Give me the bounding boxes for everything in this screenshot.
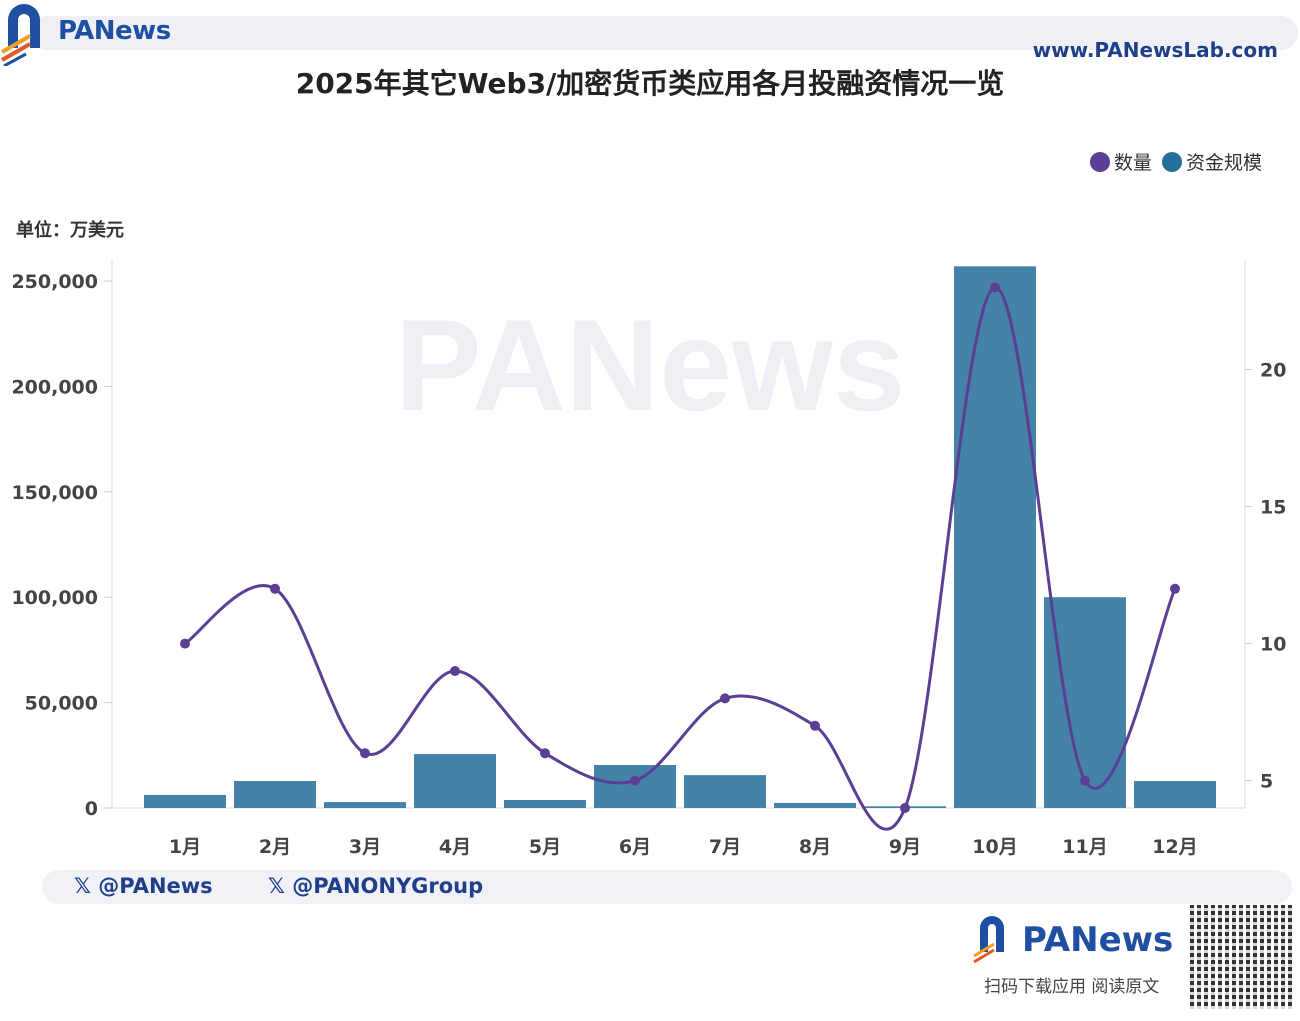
count-point-2月[interactable] [270, 583, 280, 594]
legend-count[interactable]: 数量 [1089, 148, 1152, 175]
right-tick-label: 15 [1260, 497, 1286, 519]
bar-3月[interactable] [324, 802, 406, 808]
count-point-4月[interactable] [450, 666, 460, 676]
count-point-12月[interactable] [1170, 583, 1180, 594]
count-point-5月[interactable] [540, 748, 550, 759]
left-tick-label: 0 [85, 798, 98, 820]
left-tick-label: 50,000 [25, 693, 98, 715]
x-tick-label: 2月 [259, 836, 291, 858]
right-tick-label: 20 [1260, 360, 1286, 382]
right-tick-label: 10 [1260, 634, 1286, 656]
unit-label: 单位：万美元 [16, 220, 124, 241]
count-point-8月[interactable] [810, 720, 820, 731]
count-point-1月[interactable] [180, 638, 190, 649]
x-tick-label: 3月 [349, 836, 381, 858]
bar-6月[interactable] [594, 765, 676, 808]
x-tick-label: 6月 [619, 836, 651, 858]
x-tick-label: 10月 [972, 836, 1017, 858]
footer-bar: 𝕏 @PANews 𝕏 @PANONYGroup [42, 870, 1292, 904]
count-point-6月[interactable] [630, 775, 640, 786]
x-tick-label: 12月 [1152, 836, 1197, 858]
bar-12月[interactable] [1134, 781, 1216, 808]
bar-10月[interactable] [954, 266, 1036, 808]
count-point-3月[interactable] [360, 748, 370, 759]
qr-caption: 扫码下载应用 阅读原文 [984, 977, 1160, 997]
chart: PANews 0 50,000 100,000 150,000 200,000 250,0… [11, 260, 1286, 858]
site-url[interactable]: www.PANewsLab.com [1032, 38, 1278, 62]
footer-brand: PANews [1022, 920, 1174, 960]
qr-code[interactable] [1190, 905, 1292, 1009]
count-point-10月[interactable] [990, 282, 1000, 293]
x-tick-label: 8月 [799, 836, 831, 858]
x-tick-label: 4月 [439, 836, 471, 858]
left-tick-label: 150,000 [11, 482, 98, 504]
x-tick-label: 1月 [169, 836, 201, 858]
legend-amount-swatch [1161, 152, 1182, 172]
x-tick-label: 9月 [889, 836, 921, 858]
left-tick-label: 100,000 [11, 587, 98, 609]
panews-logo-icon [1, 4, 40, 66]
bar-2月[interactable] [234, 781, 316, 808]
bar-7月[interactable] [684, 775, 766, 808]
left-tick-label: 250,000 [11, 271, 98, 293]
bar-5月[interactable] [504, 799, 586, 808]
count-point-9月[interactable] [900, 803, 910, 813]
legend-count-swatch [1089, 152, 1110, 172]
count-point-11月[interactable] [1080, 775, 1090, 786]
legend-amount[interactable]: 资金规模 [1161, 148, 1262, 175]
bar-4月[interactable] [414, 754, 496, 808]
x-tick-label: 5月 [529, 836, 561, 858]
left-tick-label: 200,000 [11, 376, 98, 398]
x-tick-label: 7月 [709, 836, 741, 858]
x-handle-panony[interactable]: 𝕏 @PANONYGroup [268, 874, 484, 898]
watermark: PANews [395, 292, 906, 438]
x-handle-panews[interactable]: 𝕏 @PANews [74, 874, 213, 898]
legend: 数量 资金规模 [1089, 148, 1262, 175]
bar-8月[interactable] [774, 802, 856, 808]
x-tick-label: 11月 [1062, 836, 1107, 858]
header-bar: www.PANewsLab.com [30, 16, 1298, 62]
brand-name: PANews [58, 16, 171, 46]
chart-title: 2025年其它Web3/加密货币类应用各月投融资情况一览 [295, 67, 1005, 100]
panews-logo-footer-icon [973, 916, 1004, 964]
count-point-7月[interactable] [720, 693, 730, 704]
bar-1月[interactable] [144, 794, 226, 808]
right-tick-label: 5 [1260, 771, 1273, 793]
